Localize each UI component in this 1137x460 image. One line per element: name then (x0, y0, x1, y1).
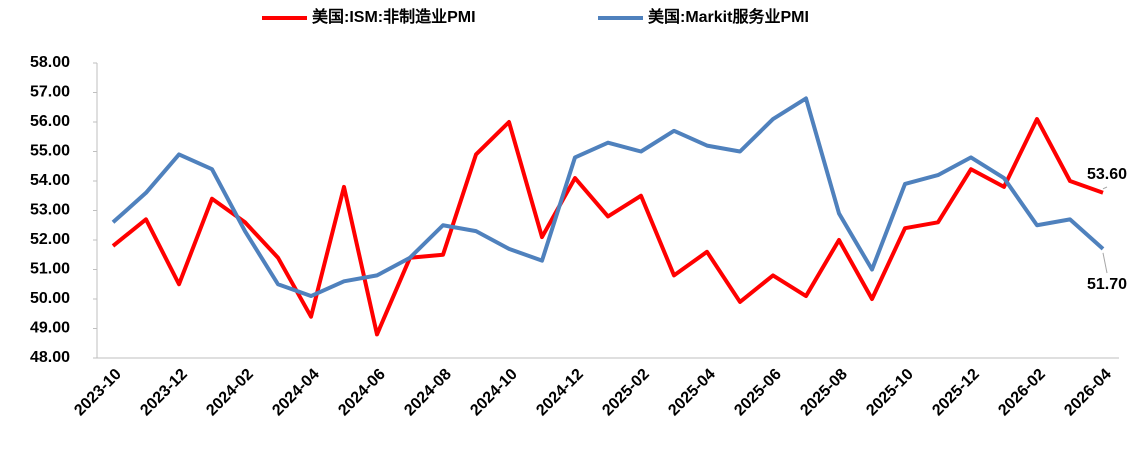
x-tick-label: 2025-06 (731, 366, 785, 420)
leader-line (1102, 186, 1108, 190)
series-line (111, 117, 1104, 337)
leader-line (1102, 252, 1108, 274)
x-tick-label: 2024-04 (269, 366, 323, 420)
legend-label: 美国:Markit服务业PMI (648, 7, 809, 26)
y-tick-label: 48.00 (30, 349, 70, 366)
x-tick-label: 2024-08 (401, 366, 455, 420)
data-label: 53.60 (1087, 166, 1127, 183)
y-tick-label: 52.00 (30, 231, 70, 248)
x-tick-label: 2025-10 (863, 366, 917, 420)
x-tick-label: 2024-06 (335, 366, 389, 420)
x-tick-label: 2025-08 (797, 366, 851, 420)
y-tick-label: 51.00 (30, 261, 70, 278)
y-tick-label: 56.00 (30, 113, 70, 130)
x-tick-label: 2024-02 (203, 366, 257, 420)
data-label: 51.70 (1087, 276, 1127, 293)
y-tick-label: 49.00 (30, 320, 70, 337)
x-tick-label: 2026-02 (995, 366, 1049, 420)
y-tick-label: 57.00 (30, 84, 70, 101)
x-tick-label: 2025-02 (599, 366, 653, 420)
legend-label: 美国:ISM:非制造业PMI (312, 7, 476, 26)
y-tick-label: 54.00 (30, 172, 70, 189)
x-tick-label: 2025-04 (665, 366, 719, 420)
x-tick-label: 2025-12 (929, 366, 983, 420)
y-tick-label: 50.00 (30, 290, 70, 307)
series-line (111, 96, 1105, 299)
x-tick-label: 2024-12 (533, 366, 587, 420)
y-tick-label: 53.00 (30, 202, 70, 219)
x-tick-label: 2023-12 (137, 366, 191, 420)
x-tick-label: 2026-04 (1061, 366, 1115, 420)
y-tick-label: 55.00 (30, 143, 70, 160)
x-tick-label: 2024-10 (467, 366, 521, 420)
y-tick-label: 58.00 (30, 54, 70, 71)
x-tick-label: 2023-10 (71, 366, 125, 420)
